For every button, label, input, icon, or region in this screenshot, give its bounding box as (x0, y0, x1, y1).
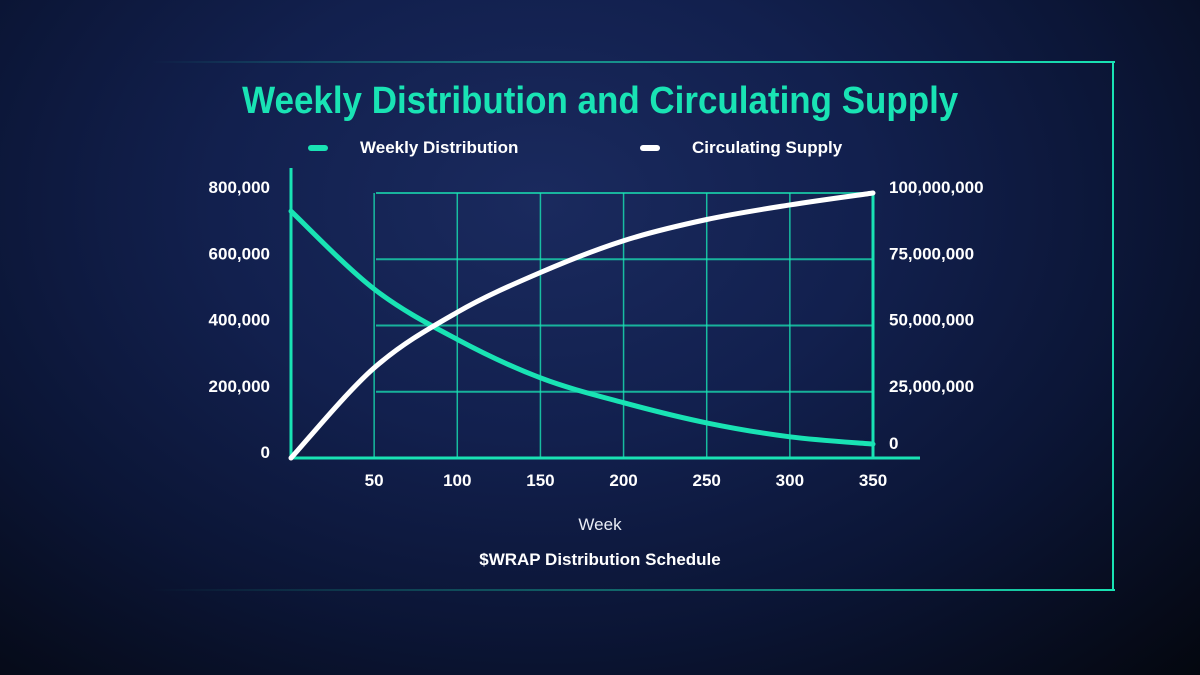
y-right-tick-label: 75,000,000 (889, 244, 974, 263)
y-right-tick-label: 100,000,000 (889, 178, 984, 197)
frame-right-border (1112, 61, 1114, 591)
legend-item-circulating-supply: Circulating Supply (640, 138, 842, 158)
y-right-tick-label: 25,000,000 (889, 377, 974, 396)
chart-title-text: Weekly Distribution and Circulating Supp… (241, 80, 959, 122)
y-left-tick-label: 800,000 (209, 178, 270, 197)
series-line-weekly-distribution (288, 208, 876, 447)
x-axis-label: Week (578, 515, 622, 534)
legend-swatch-teal (308, 145, 328, 151)
y-right-tick-label: 50,000,000 (889, 311, 974, 330)
y-right-tick-label: 0 (889, 434, 898, 453)
frame-bottom-border (150, 589, 1115, 591)
legend-label: Circulating Supply (692, 138, 843, 157)
x-tick-label: 250 (693, 471, 721, 490)
legend-swatch-white (640, 145, 660, 151)
x-tick-label: 200 (609, 471, 637, 490)
y-left-tick-label: 400,000 (209, 311, 270, 330)
x-tick-label: 50 (365, 471, 384, 490)
y-left-tick-label: 600,000 (209, 244, 270, 263)
x-tick-label: 350 (859, 471, 887, 490)
x-tick-label: 100 (443, 471, 471, 490)
y-left-tick-label: 200,000 (209, 377, 270, 396)
x-tick-label: 150 (526, 471, 554, 490)
x-tick-label: 300 (776, 471, 804, 490)
legend-item-weekly-distribution: Weekly Distribution (308, 138, 518, 158)
frame-top-border (150, 61, 1115, 63)
y-left-tick-label: 0 (261, 443, 270, 462)
legend-label: Weekly Distribution (360, 138, 519, 157)
chart-caption: $WRAP Distribution Schedule (479, 550, 721, 569)
chart-title: Weekly Distribution and Circulating Supp… (0, 80, 1200, 123)
